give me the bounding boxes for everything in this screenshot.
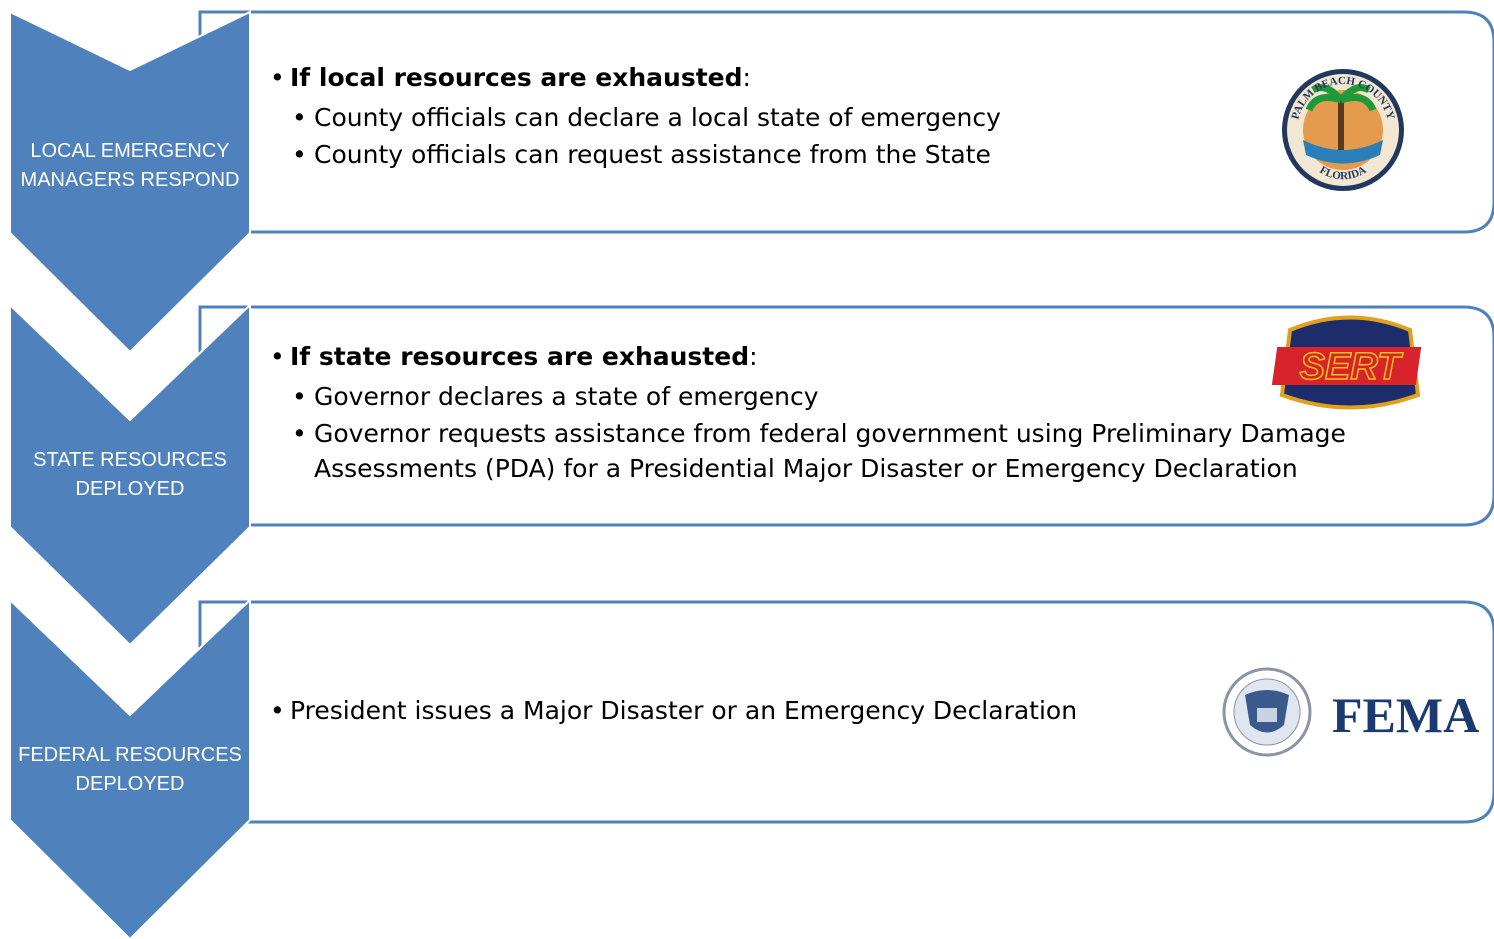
step-content: President issues a Major Disaster or an … [270,691,1210,731]
bullet: County officials can declare a local sta… [270,100,1230,135]
heading-text: If state resources are exhausted [290,342,750,371]
step-content: If state resources are exhausted: Govern… [270,337,1390,486]
bullet: Governor requests assistance from federa… [270,416,1390,486]
logo-text: FEMA [1332,687,1479,743]
logo-text: FLORIDA [1318,164,1369,182]
heading: If local resources are exhausted: [270,58,1230,98]
chevron [9,302,251,647]
fema-logo: FEMA [1222,667,1479,757]
step-label: LOCAL EMERGENCY MANAGERS RESPOND [20,140,240,191]
chevron [9,597,251,939]
heading-suffix: : [742,63,751,92]
bullet: President issues a Major Disaster or an … [270,691,1210,731]
step-content: If local resources are exhausted: County… [270,58,1230,172]
step-label: STATE RESOURCES DEPLOYED [33,449,227,500]
chevron [9,10,251,354]
heading-suffix: : [749,342,758,371]
bullet: Governor declares a state of emergency [270,379,1390,414]
heading-text: If local resources are exhausted [290,63,743,92]
bullet: County officials can request assistance … [270,137,1230,172]
palm-beach-logo: PALM BEACH COUNTY FLORIDA [1282,69,1404,191]
svg-text:FLORIDA: FLORIDA [1318,164,1369,182]
step-label: FEDERAL RESOURCES DEPLOYED [18,744,242,795]
heading: If state resources are exhausted: [270,337,1390,377]
